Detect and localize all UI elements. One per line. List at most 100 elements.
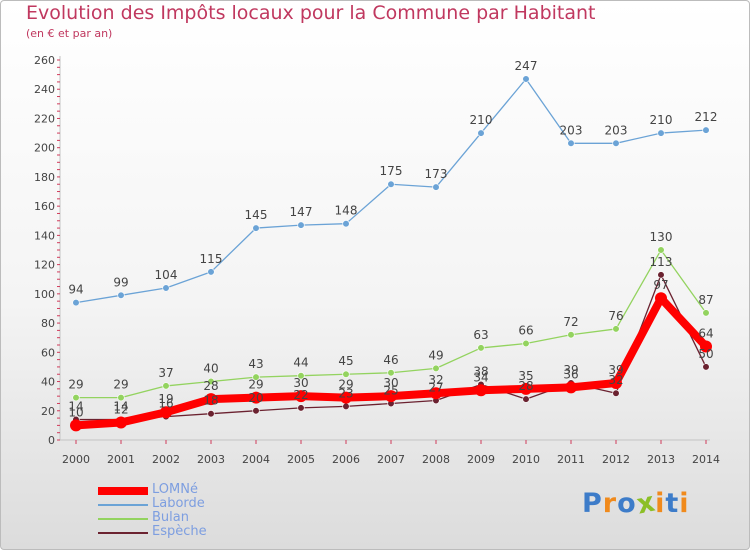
data-point-laborde [432,183,440,191]
data-label-espeche: 14 [68,400,83,414]
x-tick-label: 2002 [152,453,180,466]
data-point-espeche [297,404,305,412]
logo-letter: r [602,488,618,519]
data-point-bulan [432,364,440,372]
data-point-lomne [70,419,82,432]
data-point-bulan [342,370,350,378]
data-label-lomne: 64 [698,326,713,340]
logo-letter: t [665,488,680,519]
data-point-lomne [205,393,217,406]
data-label-espeche: 28 [518,379,533,393]
data-label-espeche: 14 [113,400,128,414]
data-label-bulan: 45 [338,354,353,368]
legend-swatch-laborde [98,504,148,506]
data-label-bulan: 66 [518,324,533,338]
data-point-espeche [612,389,620,397]
y-tick-label: 60 [41,346,55,359]
data-label-bulan: 29 [68,378,83,392]
data-label-espeche: 27 [428,381,443,395]
y-tick-label: 220 [34,112,55,125]
logo-letter: i [679,488,690,519]
data-point-lomne [385,390,397,403]
data-label-lomne: 39 [608,363,623,377]
data-point-lomne [430,387,442,400]
data-point-lomne [295,390,307,403]
data-point-bulan [297,372,305,380]
data-label-espeche: 113 [650,255,673,269]
data-point-espeche [207,410,215,418]
data-label-espeche: 20 [248,391,263,405]
data-label-laborde: 104 [155,268,178,282]
data-label-lomne: 19 [158,392,173,406]
data-label-espeche: 39 [563,363,578,377]
data-label-laborde: 203 [560,123,583,137]
x-tick-label: 2001 [107,453,135,466]
data-point-laborde [252,224,260,232]
legend-swatch-espeche [98,532,148,534]
data-point-bulan [72,394,80,402]
data-point-espeche [702,363,710,371]
data-point-lomne [160,406,172,419]
data-point-bulan [162,382,170,390]
x-tick-label: 2011 [557,453,585,466]
data-label-lomne: 12 [113,402,128,416]
data-label-lomne: 30 [293,376,308,390]
data-point-laborde [207,268,215,276]
data-point-laborde [522,75,530,83]
data-point-laborde [477,129,485,137]
data-label-espeche: 50 [698,347,713,361]
data-point-lomne [250,391,262,404]
data-label-lomne: 30 [383,376,398,390]
data-point-lomne [475,384,487,397]
data-point-espeche [522,395,530,403]
data-label-bulan: 40 [203,362,218,376]
data-label-bulan: 46 [383,353,398,367]
data-point-bulan [207,377,215,386]
data-label-bulan: 37 [158,366,173,380]
data-label-lomne: 29 [338,378,353,392]
data-point-bulan [387,369,395,377]
data-point-bulan [522,339,530,348]
x-tick-label: 2012 [602,453,630,466]
data-label-espeche: 18 [203,394,218,408]
data-label-lomne: 32 [428,373,443,387]
data-label-bulan: 43 [248,357,263,371]
x-tick-label: 2010 [512,453,540,466]
data-point-lomne [700,340,712,353]
data-label-laborde: 148 [335,204,358,218]
y-tick-label: 240 [34,83,55,96]
x-tick-label: 2006 [332,453,360,466]
x-tick-label: 2005 [287,453,315,466]
y-tick-label: 80 [41,317,55,330]
y-tick-label: 40 [41,376,55,389]
data-point-laborde [702,126,710,134]
data-label-laborde: 212 [695,110,718,124]
data-label-bulan: 63 [473,328,488,342]
data-label-laborde: 203 [605,123,628,137]
data-point-bulan [702,309,710,317]
data-label-laborde: 173 [425,167,448,181]
data-label-lomne: 34 [473,370,488,384]
y-tick-label: 140 [34,229,55,242]
logo-letter: P [582,488,603,519]
y-tick-label: 20 [41,405,55,418]
data-point-laborde [117,291,125,299]
data-label-laborde: 247 [515,59,538,73]
chart-subtitle: (en € et par an) [26,27,113,40]
data-point-laborde [657,129,665,137]
proxiti-logo: Proxiti [582,486,690,520]
x-tick-label: 2003 [197,453,225,466]
data-label-bulan: 130 [650,230,673,244]
data-label-bulan: 44 [293,356,308,370]
data-point-espeche [342,402,350,410]
data-point-bulan [657,246,665,254]
data-point-laborde [612,139,620,147]
data-label-espeche: 32 [608,373,623,387]
data-point-laborde [342,220,350,228]
data-label-lomne: 97 [653,278,668,292]
y-tick-label: 0 [48,434,55,447]
data-point-bulan [567,331,575,339]
data-point-lomne [520,382,532,395]
